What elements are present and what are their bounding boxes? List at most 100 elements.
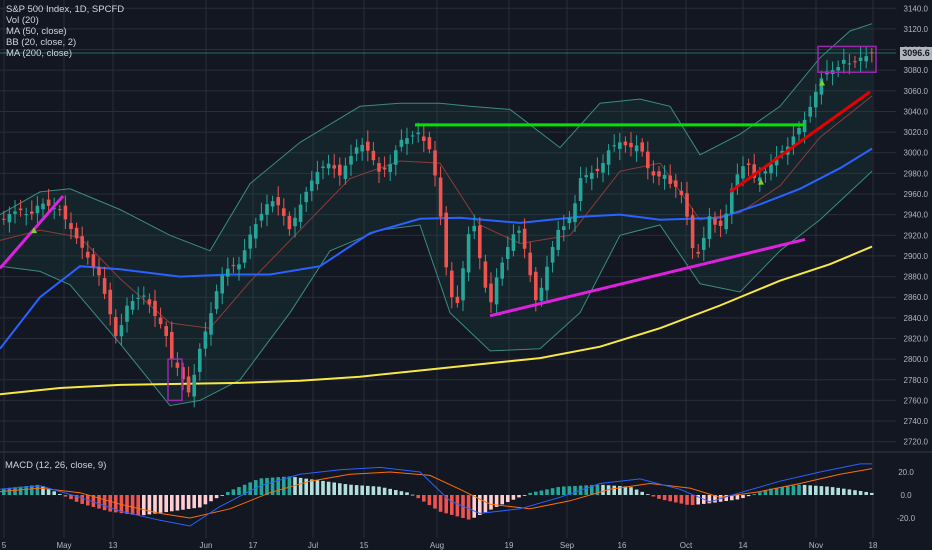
x-tick-label: 18 xyxy=(869,541,878,550)
candle-body xyxy=(405,138,409,144)
candle-body xyxy=(186,376,191,393)
candle-body xyxy=(248,234,252,249)
macd-histogram-bar xyxy=(870,492,874,495)
candle-body xyxy=(338,164,342,176)
candle-body xyxy=(298,204,303,222)
macd-histogram-bar xyxy=(774,487,779,495)
candle-body xyxy=(623,141,628,146)
macd-histogram-bar xyxy=(18,486,23,495)
candle-body xyxy=(315,171,320,185)
candle-body xyxy=(584,175,588,178)
candle-body xyxy=(80,236,84,248)
macd-histogram-bar xyxy=(130,495,135,515)
macd-histogram-bar xyxy=(567,486,572,495)
macd-histogram-bar xyxy=(483,495,488,513)
candle-body xyxy=(46,199,51,206)
candle-body xyxy=(483,261,488,288)
candle-body xyxy=(562,226,566,231)
macd-histogram-bar xyxy=(366,485,370,495)
x-tick-label: 5 xyxy=(2,541,7,550)
x-tick-label: 15 xyxy=(360,541,369,550)
candle-body xyxy=(181,367,185,380)
macd-histogram-bar xyxy=(58,493,62,495)
candle-body xyxy=(130,301,135,310)
macd-histogram-bar xyxy=(674,495,678,503)
y-tick-label: 3140.0 xyxy=(904,4,929,13)
candle-body xyxy=(511,234,516,251)
candle-body xyxy=(158,317,163,325)
candle-body xyxy=(310,180,314,192)
macd-histogram-bar xyxy=(808,485,812,495)
legend-vol[interactable]: Vol (20) xyxy=(6,15,39,26)
candle-body xyxy=(735,174,740,186)
macd-histogram-bar xyxy=(517,495,521,498)
macd-histogram-bar xyxy=(668,495,672,502)
macd-histogram-bar xyxy=(623,486,628,495)
candle-body xyxy=(427,137,432,150)
macd-histogram-bar xyxy=(735,495,740,500)
macd-histogram-bar xyxy=(416,495,420,499)
candle-body xyxy=(102,278,107,294)
x-tick-label: 16 xyxy=(618,541,627,550)
macd-histogram-bar xyxy=(758,492,762,495)
macd-histogram-bar xyxy=(354,485,359,495)
macd-histogram-bar xyxy=(192,495,196,509)
candle-body xyxy=(214,291,219,310)
trendline-support-red xyxy=(729,90,871,194)
macd-legend[interactable]: MACD (12, 26, close, 9) xyxy=(5,460,107,471)
macd-histogram-bar xyxy=(438,495,443,512)
candle-body xyxy=(494,277,499,305)
trendline-support-magenta xyxy=(489,237,806,318)
macd-histogram-bar xyxy=(730,495,734,501)
candle-body xyxy=(237,264,241,270)
macd-histogram-bar xyxy=(164,495,168,513)
candle-body xyxy=(696,251,700,254)
candle-body xyxy=(668,175,672,184)
candle-body xyxy=(651,171,656,176)
macd-histogram-bar xyxy=(534,491,538,495)
macd-histogram-bar xyxy=(242,484,247,495)
box-june xyxy=(167,358,183,402)
legend-ma50[interactable]: MA (50, close) xyxy=(6,26,67,37)
candle-body xyxy=(170,332,174,360)
macd-histogram-bar xyxy=(741,495,745,499)
ma50-line xyxy=(0,147,873,350)
legend-bb[interactable]: BB (20, close, 2) xyxy=(6,37,77,48)
macd-histogram-bar xyxy=(326,481,331,495)
macd-histogram-bar xyxy=(259,478,264,495)
last-price-tag: 3096.6 xyxy=(900,46,932,60)
candle-body xyxy=(573,203,577,223)
candle-body xyxy=(332,165,336,169)
candle-body xyxy=(91,254,96,267)
macd-histogram-bar xyxy=(427,495,432,506)
candle-body xyxy=(231,265,236,267)
candle-body xyxy=(287,215,292,230)
candle-body xyxy=(366,141,370,151)
candle-body xyxy=(506,247,510,259)
candle-body xyxy=(819,78,824,95)
macd-histogram-bar xyxy=(864,491,868,495)
macd-histogram-bar xyxy=(545,489,549,495)
candle-body xyxy=(741,166,745,179)
legend-ma200[interactable]: MA (200, close) xyxy=(6,48,72,59)
macd-histogram-bar xyxy=(41,486,45,495)
macd-histogram-bar xyxy=(595,484,600,495)
candle-body xyxy=(58,209,62,211)
y-tick-label: 2720.0 xyxy=(904,438,929,447)
macd-histogram-bar xyxy=(679,495,684,504)
signal-marker xyxy=(819,79,825,86)
macd-histogram-bar xyxy=(489,495,493,510)
macd-histogram-bar xyxy=(410,494,415,496)
legend-title[interactable]: S&P 500 Index, 1D, SPCFD xyxy=(6,4,125,15)
macd-histogram-bar xyxy=(466,495,471,520)
candle-body xyxy=(388,164,392,173)
x-tick-label: 17 xyxy=(249,541,258,550)
macd-histogram-bar xyxy=(114,495,118,513)
x-tick-label: May xyxy=(56,541,71,550)
candle-body xyxy=(489,283,493,303)
candle-body xyxy=(18,208,23,211)
candle-body xyxy=(136,297,140,299)
candle-body xyxy=(590,172,594,179)
